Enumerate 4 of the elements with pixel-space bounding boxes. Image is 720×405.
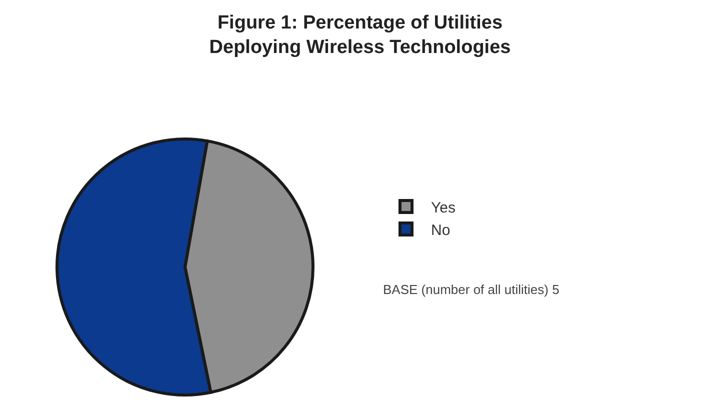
legend-label: No <box>431 222 450 239</box>
text: BASE (number of all utilities) 5 <box>383 282 560 297</box>
legend-label: Yes <box>431 199 456 216</box>
chart-title: Figure 1: Percentage of Utilities Deploying Wireless Technologies <box>209 12 511 58</box>
